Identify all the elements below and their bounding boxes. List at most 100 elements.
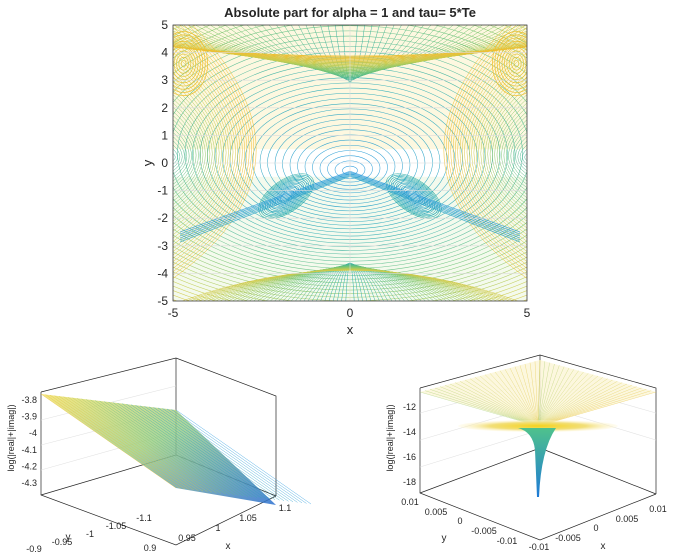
contour-line [179, 171, 351, 235]
contour-y-tick-label: -1 [157, 184, 168, 198]
surface-plot-left: -3.8-3.9-4-4.1-4.2-4.3 -1.1-1.05-1-0.95-… [6, 357, 312, 553]
surface-right-mesh-line [537, 385, 632, 427]
contour-x-axis-label: x [347, 322, 354, 337]
contour-line [178, 56, 189, 71]
contour-line [173, 127, 190, 182]
contour-line [392, 178, 435, 214]
contour-line [180, 60, 187, 68]
surface-right-mesh-line [537, 374, 594, 427]
surface-right-z-tick-label: -16 [403, 452, 416, 462]
surface-right-mesh-line [429, 389, 539, 427]
surface-left-mesh-line [144, 406, 280, 501]
surface-left-mesh-line [135, 405, 271, 500]
contour-line [173, 50, 194, 77]
contour-line [483, 77, 527, 222]
contour-line [179, 174, 351, 241]
contour-line [173, 144, 181, 168]
contour-line [173, 119, 195, 188]
surface-right-mesh-line [449, 383, 539, 427]
contour-line [385, 173, 442, 219]
surface-right-mesh-line [534, 361, 539, 427]
surface-left-mesh-line [117, 402, 253, 498]
contour-line [349, 175, 521, 243]
surface-left-z-axis-label: log(|real|+|imag|) [6, 404, 16, 471]
contour-line [504, 47, 527, 80]
contour-y-tick-label: -5 [157, 294, 168, 308]
surface-right-y-ticks: 0.01 0.005 0 -0.005-0.01 [401, 497, 517, 546]
contour-line [266, 180, 306, 212]
surface-left-mesh-line [108, 401, 244, 497]
surface-right-mesh-line [537, 369, 575, 427]
surface-left-mesh-line [175, 409, 312, 505]
surface-right-mesh-line [489, 373, 539, 427]
contour-line [173, 123, 192, 185]
contour-line [173, 25, 255, 276]
surface-right-mesh-line [537, 361, 546, 427]
surface-left-mesh-line [153, 407, 289, 502]
contour-line [258, 173, 315, 219]
contour-line [173, 94, 208, 209]
surface-left-z-ticks: -3.8 -3.9 -4 -4.1 -4.2 -4.3 [21, 395, 37, 488]
contour-y-tick-label: -4 [157, 266, 168, 280]
surface-left-y-tick-label: -0.95 [52, 537, 73, 547]
contour-x-tick-label: 5 [524, 306, 531, 320]
surface-right-mesh-line [499, 370, 539, 427]
surface-left-mesh-line [81, 398, 217, 493]
contour-line [469, 52, 527, 242]
surface-right-mesh-line [537, 359, 541, 427]
surface-right-mesh-line [537, 375, 599, 427]
surface-left-y-tick-label: -1.1 [136, 513, 152, 523]
surface-left-y-axis-label: y [66, 532, 71, 543]
contour-y-tick-label: 5 [161, 18, 168, 32]
contour-line [501, 44, 527, 84]
surface-left-z-tick-label: -4.3 [21, 478, 37, 488]
surface-left-z-tick-label: -4 [29, 428, 37, 438]
contour-line [487, 85, 527, 215]
contour-y-tick-label: 1 [161, 128, 168, 142]
contour-y-tick-label: -2 [157, 211, 168, 225]
contour-line [515, 136, 527, 175]
contour-line [173, 60, 227, 235]
contour-line [173, 106, 201, 199]
contour-line [492, 31, 527, 96]
surface-right-z-tick-label: -14 [403, 427, 416, 437]
surface-right-mesh [419, 359, 657, 427]
surface-right-mesh-line [529, 362, 539, 427]
contour-line [524, 153, 527, 162]
surface-right-mesh-line [537, 370, 579, 427]
contour-line [265, 178, 308, 214]
contour-line [496, 37, 527, 90]
surface-left-mesh-line [171, 409, 307, 504]
contour-line [513, 60, 520, 68]
surface-left-mesh-line [148, 406, 285, 501]
surface-right-mesh-line [514, 366, 539, 427]
contour-x-ticks: -5 0 5 [168, 306, 531, 320]
surface-right-mesh-line [424, 390, 539, 427]
surface-left-mesh-line [112, 402, 249, 497]
contour-line [349, 172, 521, 237]
surface-right-z-axis-label: log(|real|+|imag|) [385, 404, 395, 471]
contour-y-tick-label: 3 [161, 73, 168, 87]
surface-left-mesh-line [63, 396, 199, 491]
surface-left-mesh-line [166, 408, 303, 504]
surface-right-mesh-line [537, 387, 642, 427]
contour-y-axis-label: y [140, 159, 155, 166]
surface-left-z-tick-label: -3.9 [21, 412, 37, 422]
contour-line [271, 184, 301, 208]
contour-line [485, 81, 527, 219]
surface-left-z-tick-label: -4.1 [21, 445, 37, 455]
contour-line [501, 111, 527, 195]
surface-right-box [419, 354, 657, 541]
surface-right-mesh-line [479, 375, 539, 427]
surface-right-y-tick-label: 0 [457, 516, 462, 526]
contour-line [512, 132, 527, 178]
surface-right-mesh-line [537, 363, 555, 427]
surface-right-mesh-line [494, 371, 539, 427]
contour-line [173, 25, 250, 269]
surface-right-mesh-line [464, 379, 539, 427]
surface-right-plane [420, 360, 656, 426]
surface-right-y-axis-label: y [442, 533, 447, 544]
surface-left-mesh-line [130, 404, 267, 499]
surface-left-mesh-line [103, 401, 240, 496]
surface-right-sink-funnel [518, 428, 556, 497]
